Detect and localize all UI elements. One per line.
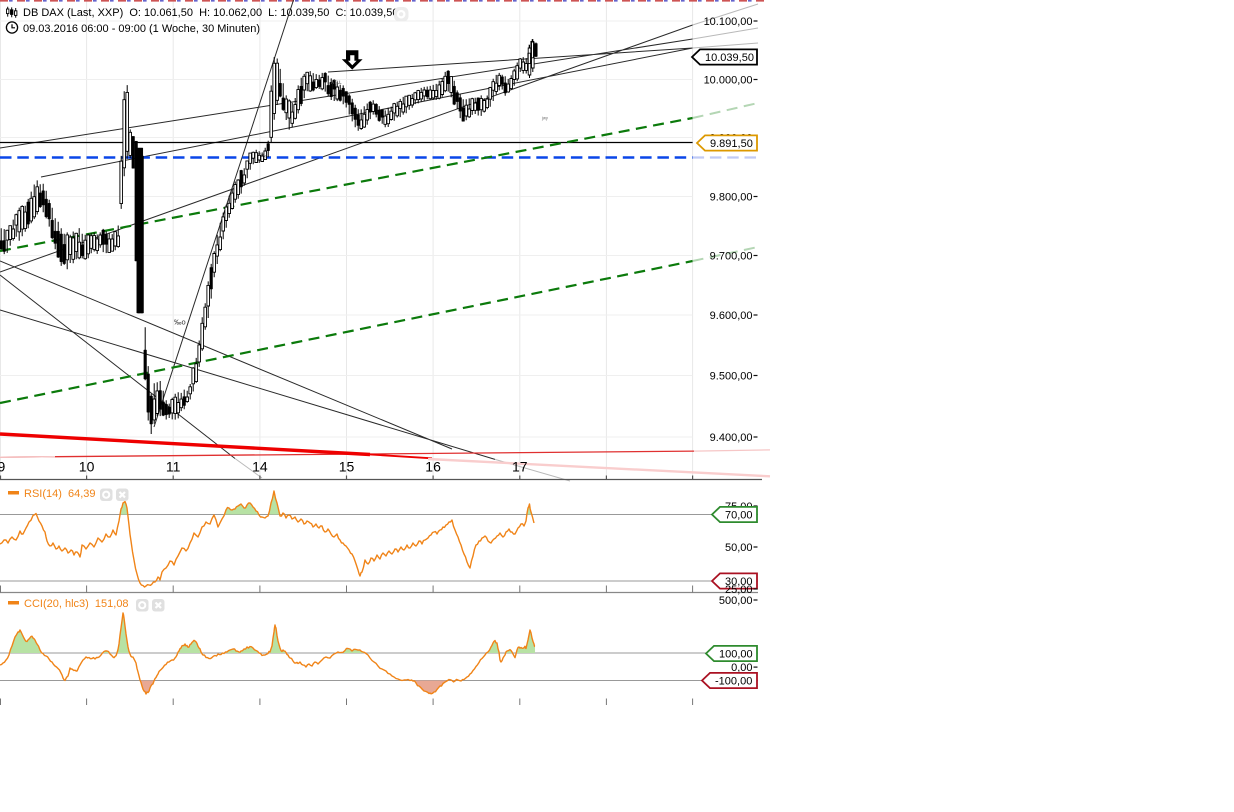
svg-text:9.400,00: 9.400,00 <box>710 432 753 444</box>
svg-text:15: 15 <box>339 459 355 475</box>
svg-text:70,00: 70,00 <box>725 510 753 522</box>
svg-text:10.100,00: 10.100,00 <box>704 16 753 28</box>
svg-text:‰ο: ‰ο <box>174 318 186 327</box>
svg-text:500,00: 500,00 <box>719 595 753 607</box>
svg-text:9.700,00: 9.700,00 <box>710 251 753 263</box>
svg-text:ᴀᴛʟʟ: ᴀᴛʟʟ <box>331 80 342 86</box>
svg-text:17: 17 <box>512 459 528 475</box>
svg-text:9.600,00: 9.600,00 <box>710 310 753 322</box>
svg-text:0,00: 0,00 <box>731 662 752 674</box>
svg-text:30,00: 30,00 <box>725 576 753 588</box>
svg-text:-100,00: -100,00 <box>715 676 752 688</box>
svg-text:10: 10 <box>79 459 95 475</box>
svg-text:10.000,00: 10.000,00 <box>704 75 753 87</box>
svg-text:14: 14 <box>252 459 268 475</box>
svg-text:16: 16 <box>425 459 441 475</box>
svg-text:RSI(14) 64,39: RSI(14) 64,39 <box>24 488 96 500</box>
svg-text:9.500,00: 9.500,00 <box>710 371 753 383</box>
svg-text:11: 11 <box>166 459 181 475</box>
svg-text:ºᵂₓ: ºᵂₓ <box>258 152 266 159</box>
svg-text:09.03.2016 06:00 - 09:00 (1 Wo: 09.03.2016 06:00 - 09:00 (1 Woche, 30 Mi… <box>23 23 260 35</box>
svg-text:9.891,50: 9.891,50 <box>710 138 753 150</box>
svg-text:CCI(20, hlc3) 151,08: CCI(20, hlc3) 151,08 <box>24 598 129 610</box>
svg-text:DB DAX (Last, XXP) O: 10.061,: DB DAX (Last, XXP) O: 10.061,50 H: 10.06… <box>23 7 398 19</box>
svg-text:9.800,00: 9.800,00 <box>710 192 753 204</box>
svg-text:100,00: 100,00 <box>719 649 753 661</box>
svg-text:10.039,50: 10.039,50 <box>705 52 754 64</box>
svg-text:9: 9 <box>0 459 6 475</box>
svg-text:50,00: 50,00 <box>725 542 753 554</box>
svg-text:ʲʷʸ: ʲʷʸ <box>541 116 548 123</box>
svg-text:25,00: 25,00 <box>725 584 753 596</box>
